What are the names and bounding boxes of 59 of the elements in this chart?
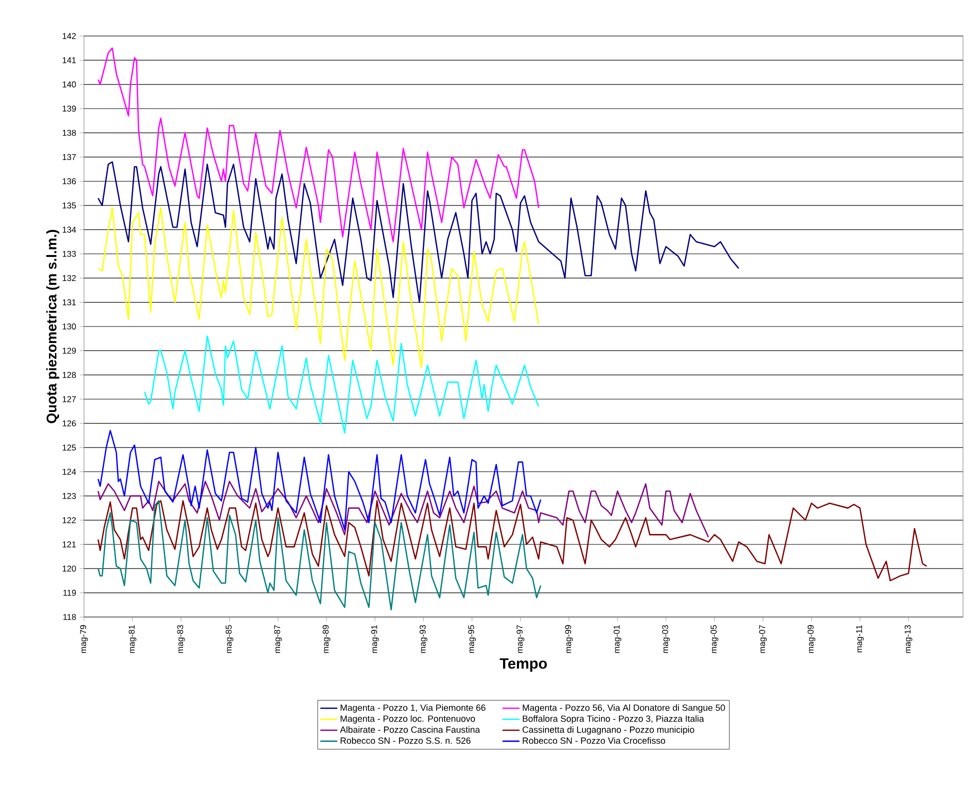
y-tick-label: 123 <box>62 492 76 499</box>
x-tick-label: mag-09 <box>808 625 816 653</box>
x-tick-label: mag-99 <box>565 625 573 653</box>
x-tick-label: mag-13 <box>904 625 912 653</box>
y-tick-label: 137 <box>62 154 76 160</box>
x-tick-label: mag-11 <box>856 625 864 652</box>
y-tick-label: 126 <box>62 420 76 426</box>
y-tick-label: 128 <box>62 372 76 378</box>
line-series <box>97 47 540 242</box>
y-tick-label: 122 <box>62 517 76 524</box>
y-tick-label: 130 <box>62 324 76 330</box>
legend-label: Magenta - Pozzo 56, Via Al Donatore di Sangue 50 <box>522 704 725 713</box>
y-tick-label: 124 <box>62 468 76 475</box>
legend-label: Robecco SN - Pozzo Via Crocefisso <box>522 737 666 744</box>
line-series <box>97 480 710 538</box>
line-series <box>144 336 540 434</box>
y-tick-label: 121 <box>62 541 76 548</box>
line-series <box>97 207 540 368</box>
x-tick-label: mag-89 <box>322 625 330 653</box>
y-tick-label: 140 <box>62 81 76 88</box>
x-tick-label: mag-79 <box>80 625 88 653</box>
y-tick-label: 132 <box>62 275 76 282</box>
y-tick-label: 135 <box>62 202 76 208</box>
y-axis-title: Quota piezometrica (m s.l.m.) <box>46 230 60 424</box>
y-tick-label: 127 <box>62 396 76 402</box>
x-tick-label: mag-03 <box>662 625 670 653</box>
line-series <box>97 500 542 610</box>
y-tick-label: 141 <box>62 57 76 64</box>
x-tick-label: mag-95 <box>468 625 476 653</box>
x-tick-label: mag-97 <box>516 625 524 653</box>
x-tick-label: mag-85 <box>226 625 234 653</box>
x-tick-label: mag-83 <box>177 625 185 653</box>
y-tick-label: 134 <box>62 226 76 233</box>
x-tick-label: mag-87 <box>274 625 282 653</box>
x-tick-label: mag-07 <box>759 625 767 653</box>
y-tick-label: 129 <box>62 348 76 354</box>
legend-label: Cassinetta di Lugagnano - Pozzo municipio <box>522 726 694 735</box>
y-tick-label: 119 <box>63 590 76 596</box>
x-tick-label: mag-01 <box>614 625 622 653</box>
y-tick-label: 138 <box>62 130 76 136</box>
line-series <box>97 430 542 530</box>
x-tick-label: mag-05 <box>710 625 718 653</box>
legend-label: Boffalora Sopra Ticino - Pozzo 3, Piazza Italia <box>522 715 704 724</box>
y-tick-label: 125 <box>62 444 76 451</box>
x-tick-label: mag-81 <box>128 625 136 653</box>
legend-label: Robecco SN - Pozzo S.S. n. 526 <box>340 737 470 744</box>
y-tick-label: 136 <box>62 178 76 184</box>
x-tick-label: mag-93 <box>420 625 428 653</box>
y-tick-label: 133 <box>62 250 76 257</box>
y-tick-label: 139 <box>62 106 76 112</box>
y-tick-label: 131 <box>62 299 76 306</box>
legend-label: Magenta - Pozzo loc. Pontenuovo <box>340 715 475 724</box>
y-tick-label: 120 <box>62 566 76 572</box>
y-tick-label: 118 <box>63 614 76 620</box>
x-axis-title: Tempo <box>500 658 547 672</box>
x-tick-label: mag-91 <box>371 625 379 653</box>
legend-label: Magenta - Pozzo 1, Via Piemonte 66 <box>340 704 486 713</box>
legend-label: Albairate - Pozzo Cascina Faustina <box>340 726 480 733</box>
y-tick-label: 142 <box>62 33 76 39</box>
